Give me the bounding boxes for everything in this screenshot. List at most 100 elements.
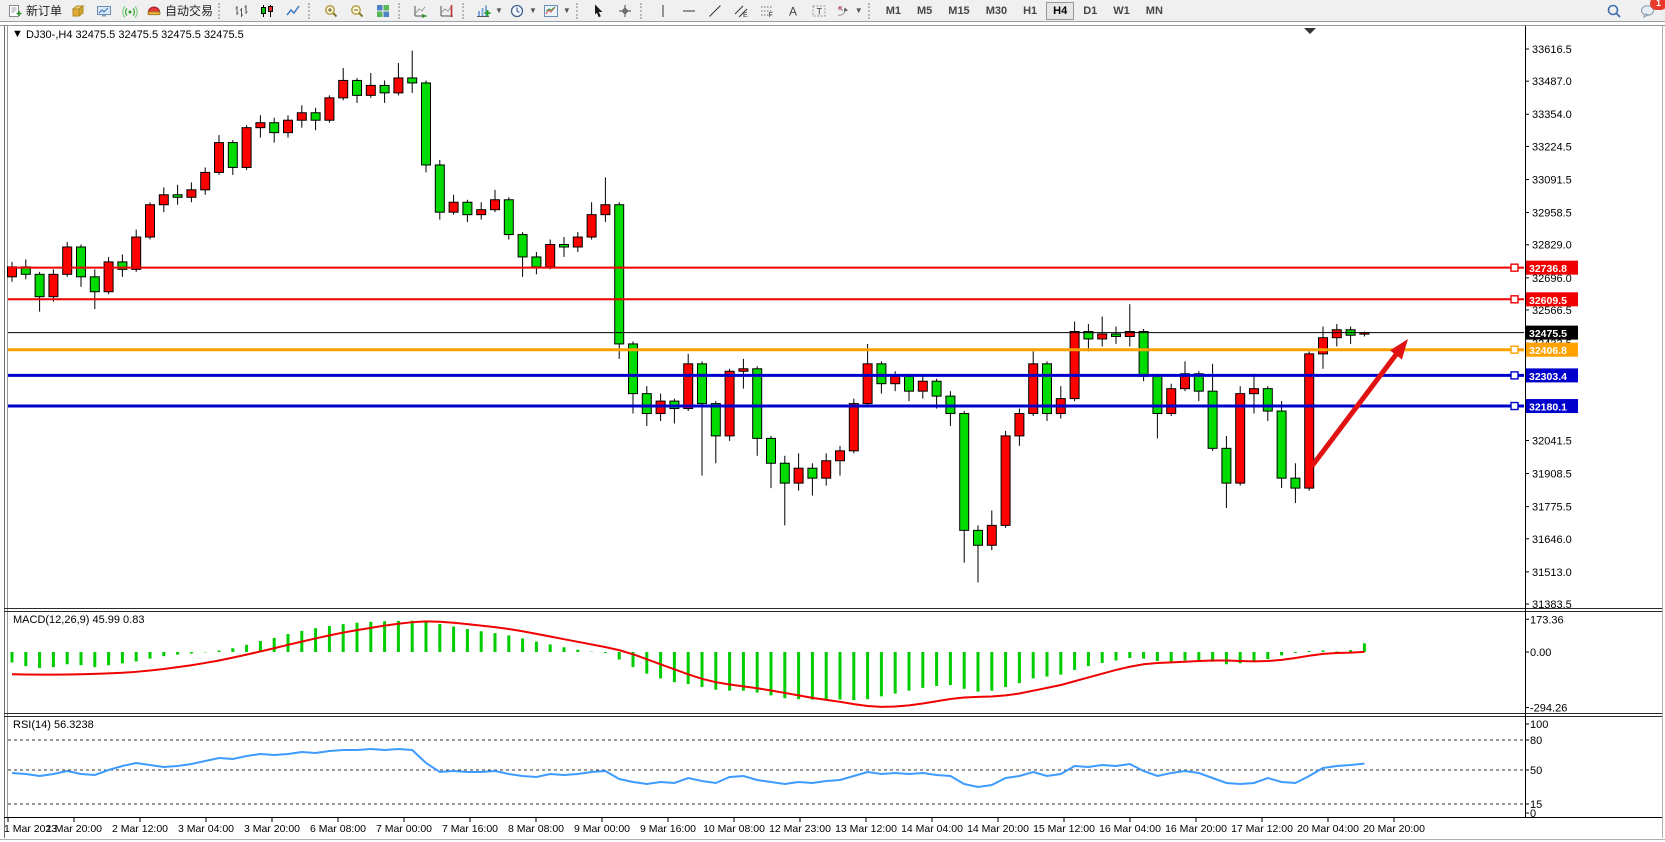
time-axis-label: 1 Mar 2023 bbox=[4, 823, 57, 835]
timeframe-button-mn[interactable]: MN bbox=[1145, 4, 1163, 17]
candle bbox=[296, 112, 307, 121]
candle bbox=[848, 403, 859, 452]
signal-glyph bbox=[122, 5, 138, 18]
zoomout-glyph bbox=[351, 4, 364, 17]
timeframe-button-d1[interactable]: D1 bbox=[1083, 4, 1098, 17]
text-icon[interactable]: A bbox=[780, 1, 806, 21]
dropdown-arrow-icon[interactable]: ▼ bbox=[495, 6, 503, 15]
auto-scroll-icon[interactable] bbox=[408, 1, 434, 21]
timeframe-button-m5[interactable]: M5 bbox=[917, 4, 933, 17]
line-handle[interactable] bbox=[1510, 263, 1519, 272]
chart-window[interactable]: 33616.5 33487.0 33354.0 33224.5 33091.5 32958… bbox=[0, 22, 1665, 842]
trend-arrow-annotation[interactable] bbox=[1310, 339, 1408, 468]
toolbar-separator bbox=[398, 2, 404, 19]
candle bbox=[214, 142, 224, 173]
candle bbox=[379, 84, 390, 94]
axis-tick-label: 33091.5 bbox=[1532, 174, 1572, 186]
line-handle[interactable] bbox=[1510, 295, 1519, 304]
crosshair-icon[interactable] bbox=[612, 1, 638, 21]
timeframe-button-m1[interactable]: M1 bbox=[885, 4, 901, 17]
candle bbox=[1180, 373, 1190, 390]
candle bbox=[421, 82, 431, 166]
monitor-glyph bbox=[97, 5, 112, 16]
horizontal-line-icon[interactable] bbox=[676, 1, 702, 21]
rsi-indicator-panel bbox=[8, 739, 1524, 805]
candle bbox=[1042, 363, 1052, 415]
candle bbox=[407, 77, 418, 84]
indicators-button[interactable]: ▼ bbox=[472, 1, 506, 21]
channel-glyph: E bbox=[734, 5, 748, 19]
candle bbox=[186, 189, 197, 198]
arrow-shaft[interactable] bbox=[1310, 350, 1400, 468]
axis-tick-label: 100 bbox=[1530, 719, 1548, 731]
macd-label: MACD(12,26,9) 45.99 0.83 bbox=[13, 614, 144, 626]
templates-button[interactable]: ▼ bbox=[540, 1, 574, 21]
signal-icon[interactable] bbox=[117, 1, 143, 21]
search-icon[interactable] bbox=[1601, 1, 1627, 21]
textA-glyph: A bbox=[789, 4, 797, 18]
toolbar-separator bbox=[218, 2, 224, 19]
vertical-line-icon[interactable] bbox=[650, 1, 676, 21]
chart-shift-icon[interactable] bbox=[434, 1, 460, 21]
axis-tick-label: 31646.0 bbox=[1532, 534, 1572, 546]
fibonacci-icon[interactable]: F bbox=[754, 1, 780, 21]
labelT-glyph: T bbox=[812, 5, 826, 16]
candle bbox=[986, 524, 997, 546]
timeframe-button-h4[interactable]: H4 bbox=[1046, 1, 1075, 20]
equidistant-channel-icon[interactable]: E bbox=[728, 1, 754, 21]
monitor-chart-icon[interactable] bbox=[91, 1, 117, 21]
periods-button[interactable]: ▼ bbox=[506, 1, 540, 21]
new-order-button[interactable]: 新订单 bbox=[4, 1, 65, 21]
symbol-dropdown-icon[interactable]: ▼ bbox=[12, 28, 23, 40]
axis-tick-label: 32829.0 bbox=[1532, 240, 1572, 252]
candle bbox=[628, 343, 638, 395]
timeframe-button-w1[interactable]: W1 bbox=[1113, 4, 1130, 17]
line-handle[interactable] bbox=[1510, 345, 1519, 354]
zoom-in-icon[interactable] bbox=[318, 1, 344, 21]
bar-chart-icon[interactable] bbox=[228, 1, 254, 21]
zoom-out-icon[interactable] bbox=[344, 1, 370, 21]
candle bbox=[490, 199, 500, 211]
trendline-icon[interactable] bbox=[702, 1, 728, 21]
candle bbox=[462, 201, 473, 216]
svg-text:F: F bbox=[768, 12, 772, 19]
time-axis-label: 7 Mar 16:00 bbox=[442, 823, 498, 835]
timeframe-button-h1[interactable]: H1 bbox=[1023, 4, 1038, 17]
timeframe-button-m15[interactable]: M15 bbox=[948, 4, 970, 17]
timeframe-button-m30[interactable]: M30 bbox=[985, 4, 1008, 17]
time-axis-label: 15 Mar 12:00 bbox=[1033, 823, 1095, 835]
toolbar-separator bbox=[308, 2, 314, 19]
candle bbox=[255, 122, 266, 129]
text-label-icon[interactable]: T bbox=[806, 1, 832, 21]
dropdown-arrow-icon[interactable]: ▼ bbox=[528, 6, 537, 15]
candle bbox=[835, 450, 845, 462]
axis-tick-label: 32696.0 bbox=[1532, 273, 1572, 285]
dropdown-arrow-icon[interactable]: ▼ bbox=[854, 6, 863, 15]
candle bbox=[559, 244, 569, 248]
candle bbox=[1249, 388, 1259, 395]
price-level-label bbox=[1526, 325, 1578, 340]
cube-icon[interactable] bbox=[65, 1, 91, 21]
tile-windows-icon[interactable] bbox=[370, 1, 396, 21]
candle bbox=[545, 244, 556, 268]
chat-glyph bbox=[1641, 4, 1654, 18]
dropdown-arrow-icon[interactable]: ▼ bbox=[562, 6, 571, 15]
macd-indicator-panel bbox=[10, 620, 1366, 708]
time-axis-label: 6 Mar 08:00 bbox=[310, 823, 366, 835]
candle bbox=[89, 276, 100, 293]
price-level-lines[interactable] bbox=[8, 263, 1524, 411]
line-handle[interactable] bbox=[1510, 401, 1519, 411]
candle bbox=[1331, 329, 1342, 339]
chat-icon[interactable]: 1 bbox=[1635, 0, 1665, 21]
cursor-icon[interactable] bbox=[586, 1, 612, 21]
candlestick-chart-icon[interactable] bbox=[254, 1, 280, 21]
autotrade-button[interactable]: 自动交易 bbox=[143, 1, 216, 21]
candle bbox=[724, 370, 735, 437]
axis-tick-label: 33224.5 bbox=[1532, 141, 1572, 153]
price-level-label-text: 32303.4 bbox=[1529, 371, 1567, 383]
arrows-icon[interactable]: ▼ bbox=[832, 1, 866, 21]
candle bbox=[200, 171, 211, 191]
line-handle[interactable] bbox=[1510, 371, 1519, 380]
line-chart-icon[interactable] bbox=[280, 1, 306, 21]
axis-tick-label: 33354.0 bbox=[1532, 109, 1572, 121]
